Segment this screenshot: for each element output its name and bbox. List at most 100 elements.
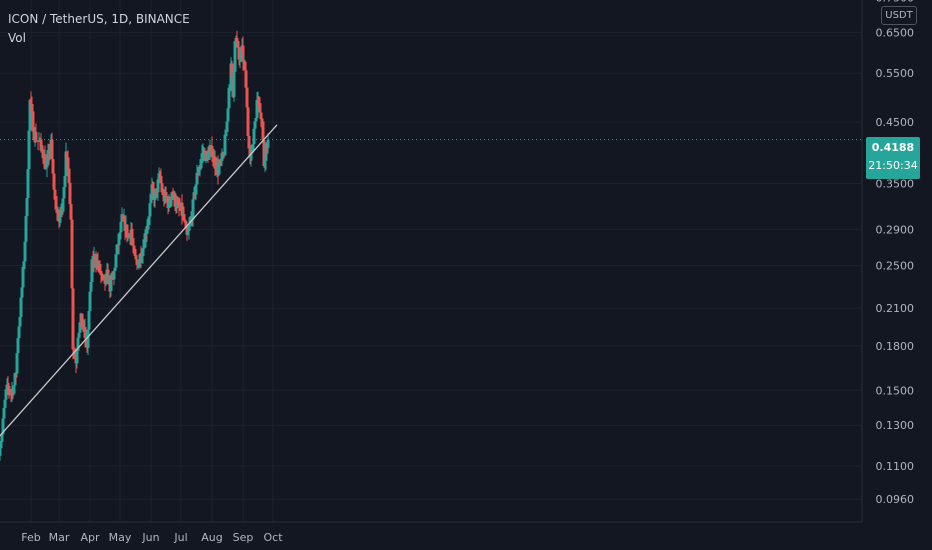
price-axis[interactable]: 0.7500 0.6500 0.5500 0.4500 0.3500 0.2900 0.25… bbox=[861, 0, 932, 550]
candle-body bbox=[0, 434, 4, 442]
candle-body bbox=[223, 134, 227, 156]
candle-body bbox=[104, 273, 108, 284]
candle-body bbox=[259, 112, 263, 119]
y-tick-label: 0.7500 bbox=[876, 0, 915, 4]
candle-body bbox=[153, 193, 157, 200]
x-tick-label: Mar bbox=[49, 531, 70, 544]
candle-body bbox=[148, 203, 152, 217]
candle-body bbox=[126, 237, 130, 239]
candle-body bbox=[110, 278, 114, 280]
candle-body bbox=[183, 220, 187, 223]
candle-body bbox=[1, 418, 5, 435]
candle-body bbox=[54, 196, 58, 210]
candle-body bbox=[77, 332, 81, 338]
candle-body bbox=[7, 386, 11, 391]
candle-body bbox=[69, 204, 73, 220]
candle-body bbox=[237, 47, 241, 60]
candle-body bbox=[205, 152, 209, 154]
y-tick-label: 0.4500 bbox=[876, 116, 915, 129]
candle-body bbox=[200, 153, 204, 160]
candle-body bbox=[75, 350, 79, 364]
candle-body bbox=[164, 192, 168, 197]
candle-body bbox=[146, 220, 150, 228]
candlestick-series bbox=[0, 30, 270, 461]
candle-body bbox=[0, 441, 3, 449]
candle-body bbox=[228, 84, 232, 88]
y-tick-label: 0.1800 bbox=[876, 340, 915, 353]
candle-body bbox=[62, 187, 66, 199]
symbol-title[interactable]: ICON / TetherUS, 1D, BINANCE bbox=[8, 12, 190, 26]
candle-body bbox=[194, 184, 198, 195]
candle-body bbox=[245, 87, 249, 108]
candle-body bbox=[233, 41, 237, 72]
volume-label[interactable]: Vol bbox=[8, 31, 26, 45]
candle-body bbox=[141, 248, 145, 257]
currency-label[interactable]: USDT bbox=[881, 6, 917, 25]
candle-body bbox=[249, 153, 253, 158]
candle-body bbox=[53, 189, 57, 197]
candle-body bbox=[156, 179, 160, 193]
x-tick-label: Aug bbox=[201, 531, 222, 544]
candle-body bbox=[80, 313, 84, 327]
candle-body bbox=[29, 100, 33, 104]
candle-body bbox=[131, 238, 135, 246]
candle-body bbox=[165, 196, 169, 200]
candle-body bbox=[24, 216, 28, 242]
candle-body bbox=[247, 135, 251, 149]
trendline-layer[interactable] bbox=[0, 124, 278, 437]
candle-body bbox=[133, 249, 137, 256]
candle-body bbox=[93, 256, 97, 260]
candle-body bbox=[248, 148, 252, 158]
candle-body bbox=[31, 111, 35, 132]
candle-body bbox=[182, 214, 186, 221]
candle-body bbox=[207, 152, 211, 160]
trendline[interactable] bbox=[0, 124, 278, 437]
candle-body bbox=[112, 270, 116, 280]
candle-body bbox=[26, 169, 30, 198]
candle-body bbox=[173, 193, 177, 207]
candle-body bbox=[18, 316, 22, 327]
x-tick-label: Sep bbox=[233, 531, 254, 544]
candle-body bbox=[177, 204, 181, 208]
candle-body bbox=[135, 259, 139, 265]
last-price-value: 0.4188 bbox=[871, 141, 915, 154]
candle-body bbox=[118, 232, 122, 234]
y-tick-label: 0.2100 bbox=[876, 302, 915, 315]
y-tick-label: 0.3500 bbox=[876, 177, 915, 190]
candle-body bbox=[227, 87, 231, 109]
candle-body bbox=[58, 215, 62, 222]
candle-body bbox=[158, 175, 162, 177]
candle-body bbox=[101, 274, 105, 278]
candle-body bbox=[225, 121, 229, 132]
time-axis[interactable]: Feb Mar Apr May Jun Jul Aug Sep Oct bbox=[0, 521, 932, 550]
candle-body bbox=[44, 167, 48, 169]
candle-body bbox=[83, 326, 87, 338]
candle-body bbox=[192, 192, 196, 200]
candle-body bbox=[186, 231, 190, 235]
candle-body bbox=[161, 192, 165, 196]
candle-body bbox=[253, 121, 257, 129]
candle-body bbox=[51, 159, 55, 174]
candle-body bbox=[137, 261, 141, 268]
candle-body bbox=[87, 310, 91, 330]
candle-body bbox=[255, 99, 259, 119]
y-tick-label: 0.2500 bbox=[876, 260, 915, 273]
candle-body bbox=[260, 118, 264, 122]
candle-body bbox=[64, 151, 68, 177]
candle-body bbox=[147, 216, 151, 221]
candle-body bbox=[71, 288, 75, 350]
candle-body bbox=[266, 139, 270, 148]
candle-body bbox=[199, 159, 203, 166]
candle-body bbox=[232, 71, 236, 97]
candle-body bbox=[180, 202, 184, 216]
candle-body bbox=[8, 390, 12, 393]
candle-body bbox=[3, 399, 7, 408]
candle-body bbox=[175, 203, 179, 209]
bar-countdown: 21:50:34 bbox=[868, 159, 918, 172]
candle-body bbox=[244, 70, 248, 88]
candle-body bbox=[34, 131, 38, 141]
candle-body bbox=[39, 139, 43, 146]
candle-body bbox=[176, 203, 180, 205]
candle-body bbox=[157, 175, 161, 180]
